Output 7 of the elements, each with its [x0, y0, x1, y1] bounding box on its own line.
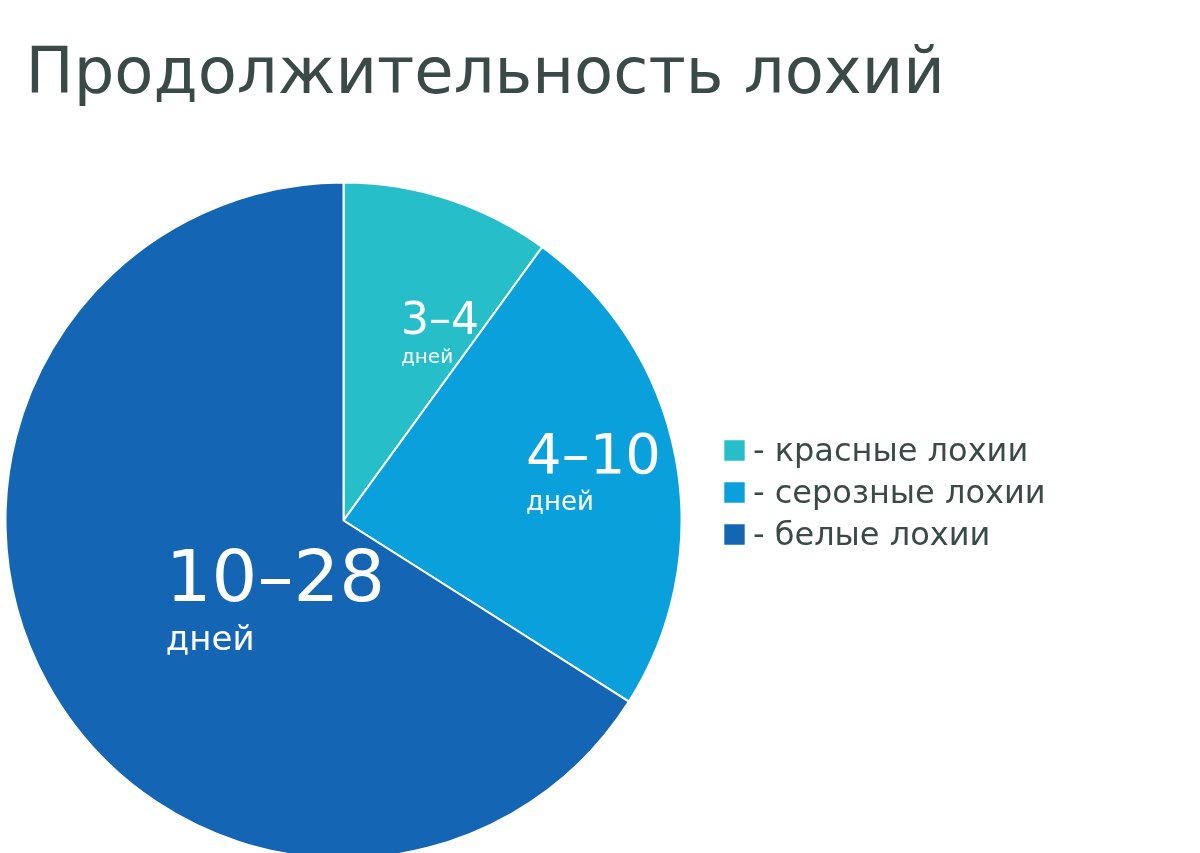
legend-label: - серозные лохии — [753, 473, 1046, 511]
text: 3–4 дней — [400, 292, 479, 368]
legend-label: - красные лохии — [753, 431, 1029, 469]
legend-label: - белые лохии — [753, 515, 991, 553]
text: 4–10 дней — [526, 420, 661, 516]
text: 10–28 дней — [165, 534, 386, 659]
chart-title: Продолжительность лохий — [25, 33, 945, 108]
